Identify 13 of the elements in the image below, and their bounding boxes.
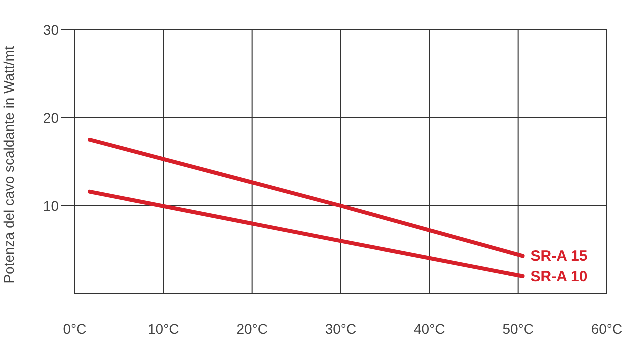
y-tick-label: 10 [43,198,60,214]
series-label: SR-A 10 [530,268,588,286]
x-tick-label: 20°C [236,320,268,337]
y-tick-label: 20 [43,110,60,126]
series-label: SR-A 15 [530,248,588,266]
x-tick-label: 10°C [148,320,180,337]
x-tick-label: 50°C [502,320,534,337]
x-tick-label: 40°C [414,320,446,337]
y-axis-title: Potenza del cavo scaldante in Watt/mt [1,46,17,284]
x-tick-label: 0°C [63,320,87,337]
y-tick-label: 30 [43,22,60,38]
x-tick-label: 30°C [325,320,357,337]
x-tick-label: 60°C [591,320,623,337]
